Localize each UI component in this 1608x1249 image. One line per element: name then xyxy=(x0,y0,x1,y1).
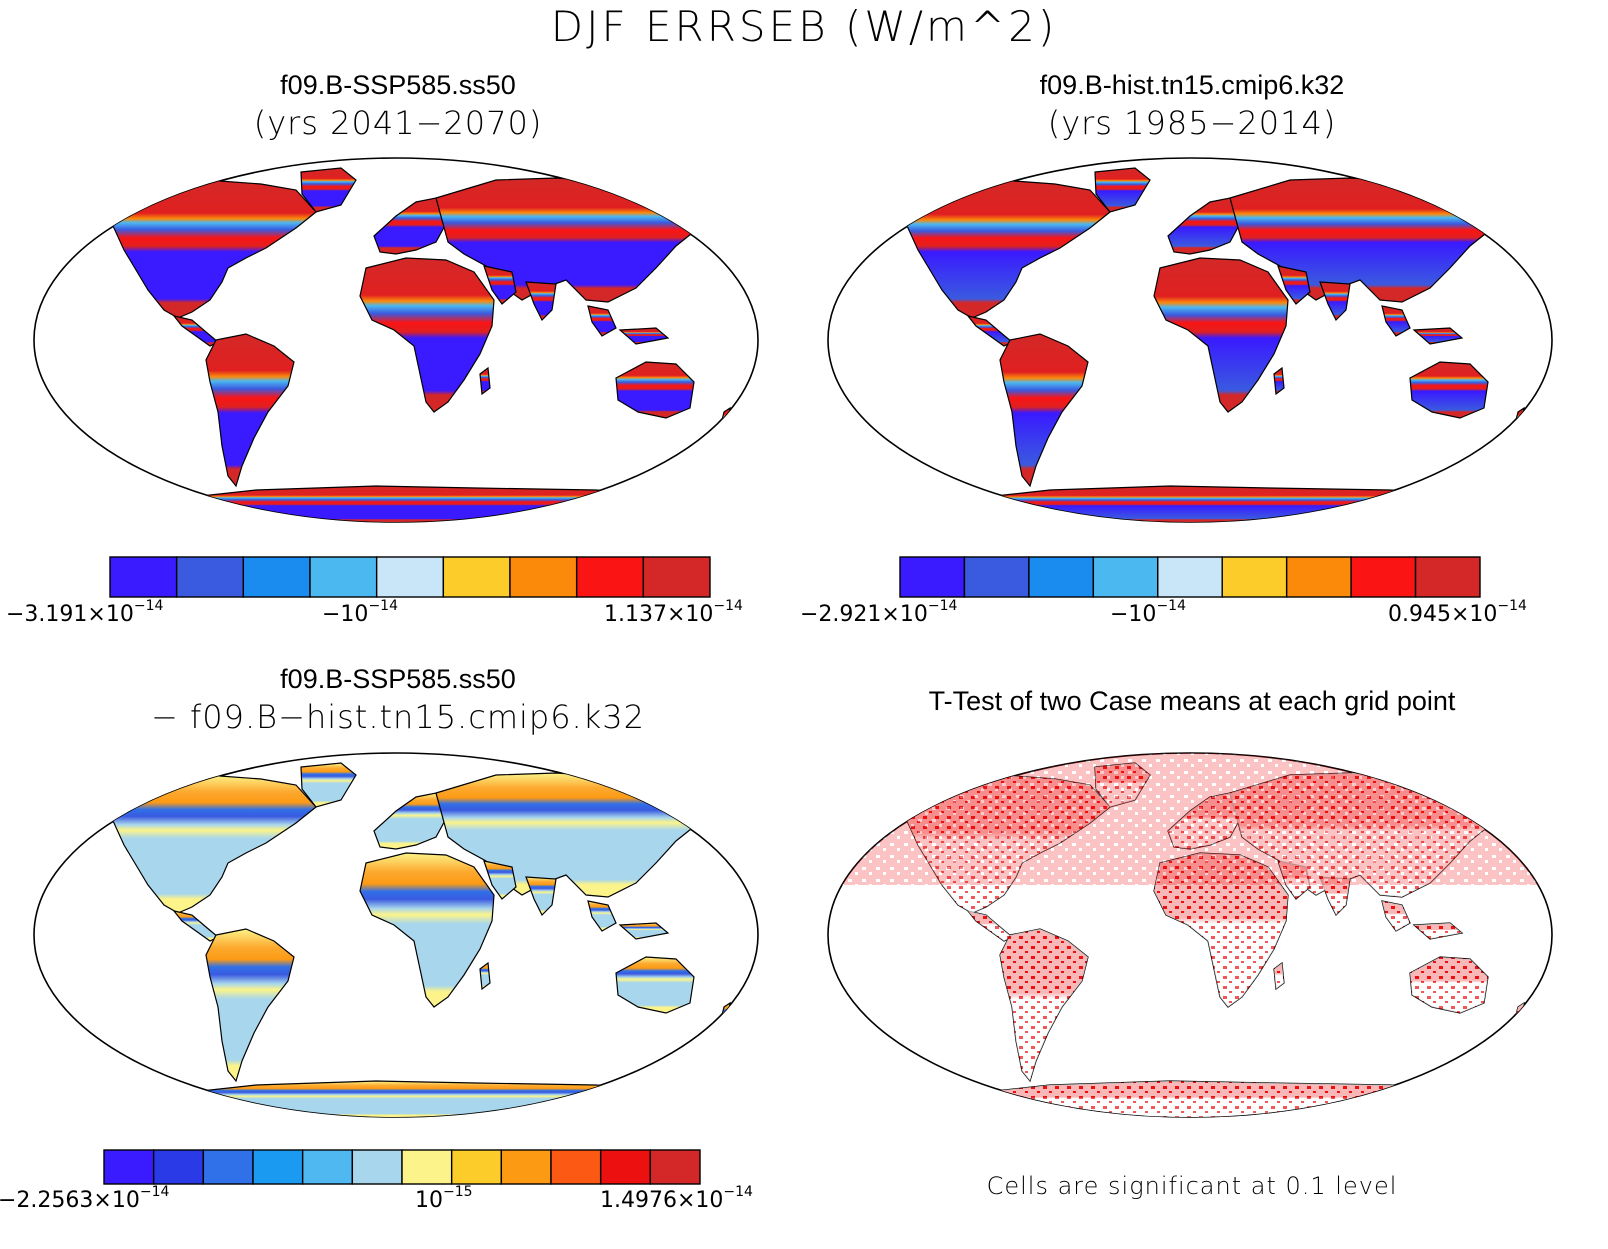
colorbar-swatch xyxy=(1350,556,1417,598)
world-map-robinson-icon xyxy=(33,157,759,523)
panel-title-diff: f09.B-SSP585.ss50 xyxy=(280,664,516,694)
colorbar-swatch xyxy=(242,556,311,598)
colorbar-swatch xyxy=(309,556,378,598)
colorbar-swatch xyxy=(401,1149,453,1185)
colorbar-swatch xyxy=(963,556,1030,598)
colorbar-min-label: −2.2563×10−14 xyxy=(0,1184,170,1213)
colorbar-max-label: 1.4976×10−14 xyxy=(600,1184,753,1213)
colorbar-mid-label: −10−14 xyxy=(1110,598,1186,627)
colorbar-swatch xyxy=(1028,556,1095,598)
colorbar-min-label: −2.921×10−14 xyxy=(800,598,958,627)
colorbar-swatch xyxy=(202,1149,254,1185)
panel-subtitle-ssp585: (yrs 2041−2070) xyxy=(253,104,543,142)
colorbar-hist xyxy=(899,556,1481,598)
colorbar-diff xyxy=(103,1149,701,1185)
colorbar-swatch xyxy=(599,1149,652,1185)
colorbar-swatch xyxy=(509,556,578,598)
colorbar-swatch xyxy=(375,556,445,598)
colorbar-max-label: 0.945×10−14 xyxy=(1388,598,1527,627)
colorbar-swatch xyxy=(899,556,966,598)
colorbar-swatch xyxy=(642,556,711,598)
world-map-robinson-icon xyxy=(827,752,1553,1118)
colorbar-mid-label: 10−15 xyxy=(415,1184,473,1213)
colorbar-swatch xyxy=(1414,556,1481,598)
world-map-robinson-icon xyxy=(33,752,759,1118)
colorbar-swatch xyxy=(252,1149,304,1185)
colorbar-ssp585 xyxy=(109,556,711,598)
colorbar-swatch xyxy=(1285,556,1352,598)
colorbar-swatch xyxy=(175,556,245,598)
panel-subtitle-hist: (yrs 1985−2014) xyxy=(1047,104,1337,142)
colorbar-swatch xyxy=(1221,556,1288,598)
colorbar-swatch xyxy=(550,1149,602,1185)
panel-title-ssp585: f09.B-SSP585.ss50 xyxy=(280,70,516,100)
colorbar-swatch xyxy=(351,1149,403,1185)
panel-subtitle-diff: − f09.B−hist.tn15.cmip6.k32 xyxy=(151,698,645,736)
significance-note: Cells are significant at 0.1 level xyxy=(986,1172,1398,1200)
colorbar-swatch xyxy=(152,1149,205,1185)
colorbar-swatch xyxy=(575,556,645,598)
colorbar-swatch xyxy=(442,556,511,598)
colorbar-swatch xyxy=(500,1149,552,1185)
colorbar-swatch xyxy=(301,1149,354,1185)
colorbar-min-label: −3.191×10−14 xyxy=(6,598,164,627)
panel-title-hist: f09.B-hist.tn15.cmip6.k32 xyxy=(1039,70,1345,100)
colorbar-swatch xyxy=(1092,556,1159,598)
colorbar-swatch xyxy=(103,1149,155,1185)
colorbar-swatch xyxy=(1157,556,1223,598)
main-title: DJF ERRSEB (W/m^2) xyxy=(550,2,1058,51)
panel-title-ttest: T-Test of two Case means at each grid po… xyxy=(928,686,1456,716)
colorbar-swatch xyxy=(109,556,178,598)
colorbar-mid-label: −10−14 xyxy=(322,598,398,627)
colorbar-max-label: 1.137×10−14 xyxy=(604,598,743,627)
world-map-robinson-icon xyxy=(827,157,1553,523)
colorbar-swatch xyxy=(450,1149,503,1185)
colorbar-swatch xyxy=(649,1149,701,1185)
